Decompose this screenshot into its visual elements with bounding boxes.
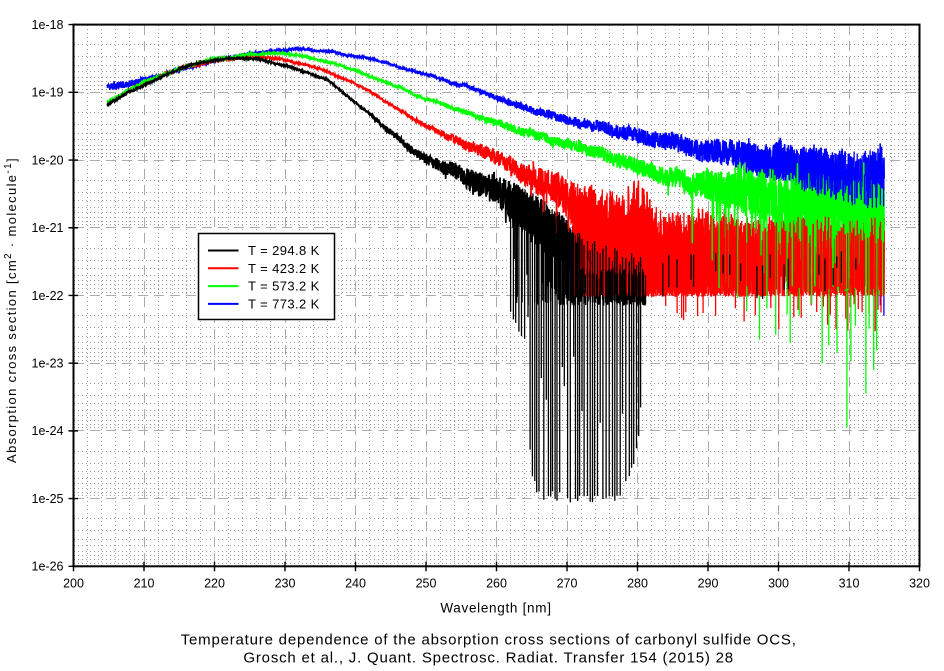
svg-text:1e-20: 1e-20 — [32, 153, 64, 167]
svg-text:1e-21: 1e-21 — [32, 221, 64, 235]
svg-text:280: 280 — [627, 577, 648, 591]
svg-text:1e-18: 1e-18 — [32, 18, 64, 32]
svg-text:300: 300 — [768, 577, 789, 591]
svg-text:230: 230 — [275, 577, 296, 591]
svg-text:Grosch et al., J. Quant. Spect: Grosch et al., J. Quant. Spectrosc. Radi… — [243, 649, 734, 666]
svg-text:T = 573.2 K: T = 573.2 K — [248, 279, 320, 294]
svg-text:1e-19: 1e-19 — [32, 86, 64, 100]
svg-text:290: 290 — [698, 577, 719, 591]
svg-text:220: 220 — [204, 577, 225, 591]
svg-text:1e-25: 1e-25 — [32, 492, 64, 506]
svg-text:210: 210 — [134, 577, 155, 591]
svg-text:1e-23: 1e-23 — [32, 357, 64, 371]
svg-text:250: 250 — [416, 577, 437, 591]
svg-text:1e-26: 1e-26 — [32, 560, 64, 574]
svg-text:T = 423.2 K: T = 423.2 K — [248, 261, 320, 276]
svg-text:200: 200 — [63, 577, 84, 591]
svg-text:310: 310 — [839, 577, 860, 591]
svg-text:Absorption cross section [cm2: Absorption cross section [cm2 · molecule… — [3, 157, 19, 463]
svg-text:240: 240 — [345, 577, 366, 591]
svg-text:Wavelength [nm]: Wavelength [nm] — [440, 601, 551, 616]
svg-text:T = 294.8 K: T = 294.8 K — [248, 243, 320, 258]
svg-text:1e-24: 1e-24 — [32, 424, 64, 438]
svg-text:270: 270 — [557, 577, 578, 591]
svg-text:T = 773.2 K: T = 773.2 K — [248, 296, 320, 311]
svg-text:1e-22: 1e-22 — [32, 289, 64, 303]
svg-text:260: 260 — [486, 577, 507, 591]
svg-text:Temperature dependence of the: Temperature dependence of the absorption… — [181, 632, 797, 649]
svg-text:320: 320 — [909, 577, 930, 591]
